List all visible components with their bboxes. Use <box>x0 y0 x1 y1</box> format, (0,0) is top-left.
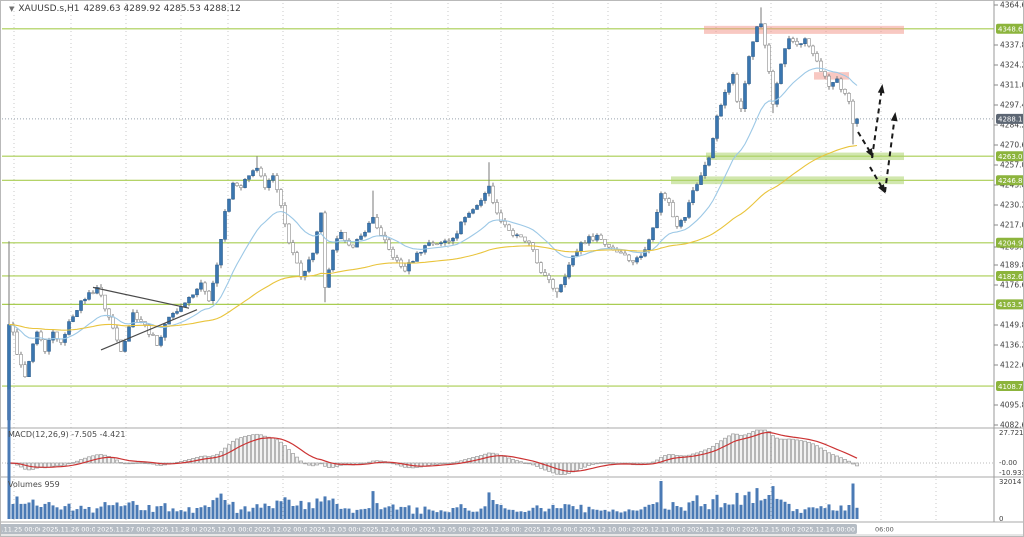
price-tick-label: 4284.20 <box>1000 121 1024 130</box>
date-chip-label: 2025.11.27 00:00 <box>97 526 155 534</box>
date-chip-label: 2025.12.01 00:00 <box>199 526 257 534</box>
date-chip-label: 2025.12.03 00:00 <box>309 526 367 534</box>
price-tick-label: 4122.60 <box>1000 361 1024 370</box>
symbol-title: XAUUSD.s,H1 <box>18 4 80 14</box>
time-trailing-label: 06:00 <box>875 526 894 534</box>
date-chip-label: 2025.12.15 00:00 <box>742 526 800 534</box>
chart-title-bar: ▼ XAUUSD.s,H1 4289.63 4289.92 4285.53 42… <box>9 4 241 14</box>
trendline[interactable] <box>92 286 190 309</box>
macd-signal-line <box>8 431 858 473</box>
volumes-indicator-label: Volumes 959 <box>8 480 60 489</box>
volume-scale-top: 32014 <box>999 478 1022 486</box>
date-chip[interactable] <box>150 524 212 534</box>
support-zone[interactable] <box>706 152 904 161</box>
date-chip-label: 2025.12.09 00:00 <box>524 526 582 534</box>
projection-arrow[interactable] <box>871 86 883 159</box>
macd-scale-bottom: -10.933 <box>999 469 1024 477</box>
level-price-chip <box>996 381 1023 392</box>
price-tick-label: 4270.60 <box>1000 141 1024 150</box>
date-chip[interactable] <box>795 524 857 534</box>
date-chip[interactable] <box>252 524 314 534</box>
level-price-chip-label: 4108.73 <box>998 383 1024 391</box>
date-chip-label: 2025.11.28 00:00 <box>152 526 210 534</box>
price-tick-label: 4364.60 <box>1000 1 1024 10</box>
date-chip[interactable] <box>360 524 422 534</box>
level-price-chip <box>996 270 1023 281</box>
level-price-chip <box>996 175 1023 186</box>
price-tick-label: 4189.80 <box>1000 261 1024 270</box>
date-chip-label: 2025.12.04 00:00 <box>362 526 420 534</box>
level-price-chip <box>996 151 1023 162</box>
date-chip[interactable] <box>1 524 45 534</box>
current-price-chip <box>996 113 1023 124</box>
projection-arrow[interactable] <box>869 166 885 192</box>
price-tick-label: 4230.20 <box>1000 201 1024 210</box>
level-price-chip-label: 4163.59 <box>998 301 1024 309</box>
current-price-chip-label: 4288.12 <box>998 116 1024 124</box>
support-zone[interactable] <box>671 176 904 185</box>
price-tick-label: 4082.60 <box>1000 421 1024 430</box>
level-price-chip-label: 4204.91 <box>998 240 1024 248</box>
level-price-chip-label: 4182.65 <box>998 273 1024 281</box>
date-chip[interactable] <box>40 524 102 534</box>
price-tick-label: 4095.80 <box>1000 401 1024 410</box>
resistance-zone[interactable] <box>814 72 849 80</box>
date-chip[interactable] <box>522 524 584 534</box>
price-tick-label: 4297.40 <box>1000 101 1024 110</box>
date-chip-label: 2025.12.12 00:00 <box>687 526 745 534</box>
symbol-dropdown-icon[interactable]: ▼ <box>9 5 15 13</box>
projection-arrowhead <box>877 84 885 94</box>
date-chip[interactable] <box>630 524 692 534</box>
resistance-zone[interactable] <box>704 25 904 34</box>
date-chip-label: 2025.12.05 00:00 <box>419 526 477 534</box>
level-price-chip <box>996 299 1023 310</box>
date-chip-label: 2025.11.26 00:00 <box>42 526 100 534</box>
price-tick-label: 4257.00 <box>1000 161 1024 170</box>
price-tick-label: 4176.60 <box>1000 281 1024 290</box>
date-chip-label: 2025.12.02 00:00 <box>254 526 312 534</box>
date-chip[interactable] <box>577 524 639 534</box>
macd-scale-top: 27.721 <box>999 429 1024 437</box>
date-chip[interactable] <box>470 524 532 534</box>
volume-scale-bottom: 0 <box>999 515 1003 523</box>
price-tick-label: 4136.20 <box>1000 341 1024 350</box>
price-tick-label: 4311.00 <box>1000 81 1024 90</box>
slow-moving-average-line <box>8 144 858 331</box>
level-price-chip-label: 4246.89 <box>998 177 1024 185</box>
price-tick-label: 4149.80 <box>1000 321 1024 330</box>
date-chip[interactable] <box>740 524 802 534</box>
price-tick-label: 4337.80 <box>1000 41 1024 50</box>
price-tick-label: 4324.20 <box>1000 61 1024 70</box>
date-chip-label: 2025.12.08 00:00 <box>472 526 530 534</box>
date-chip-label: 2025.12.11 00:00 <box>632 526 690 534</box>
date-chip[interactable] <box>417 524 479 534</box>
date-chip[interactable] <box>197 524 259 534</box>
ohlc-readout: 4289.63 4289.92 4285.53 4288.12 <box>83 4 241 14</box>
date-chip[interactable] <box>95 524 157 534</box>
date-chip-label: 2025.12.10 00:00 <box>579 526 637 534</box>
projection-arrow[interactable] <box>884 114 896 193</box>
level-price-chip <box>996 23 1023 34</box>
macd-scale-zero: -0.00 <box>999 459 1017 467</box>
price-tick-label: 4217.00 <box>1000 221 1024 230</box>
projection-arrowhead <box>890 112 898 122</box>
candle-bodies <box>7 23 859 421</box>
date-chip[interactable] <box>685 524 747 534</box>
level-price-chip-label: 4263.07 <box>998 153 1024 161</box>
date-chip-label: 2025.12.16 00:00 <box>797 526 855 534</box>
level-price-chip-label: 4348.62 <box>998 26 1024 34</box>
volume-bars <box>7 389 859 519</box>
date-chip[interactable] <box>307 524 369 534</box>
macd-indicator-label: MACD(12,26,9) -7.505 -4.421 <box>8 430 126 439</box>
level-price-chip <box>996 237 1023 248</box>
fast-moving-average-line <box>8 67 858 340</box>
projection-arrowhead <box>878 184 886 194</box>
date-chip-label: 2025.11.25 00:00 <box>1 526 43 534</box>
trendline[interactable] <box>100 309 198 351</box>
